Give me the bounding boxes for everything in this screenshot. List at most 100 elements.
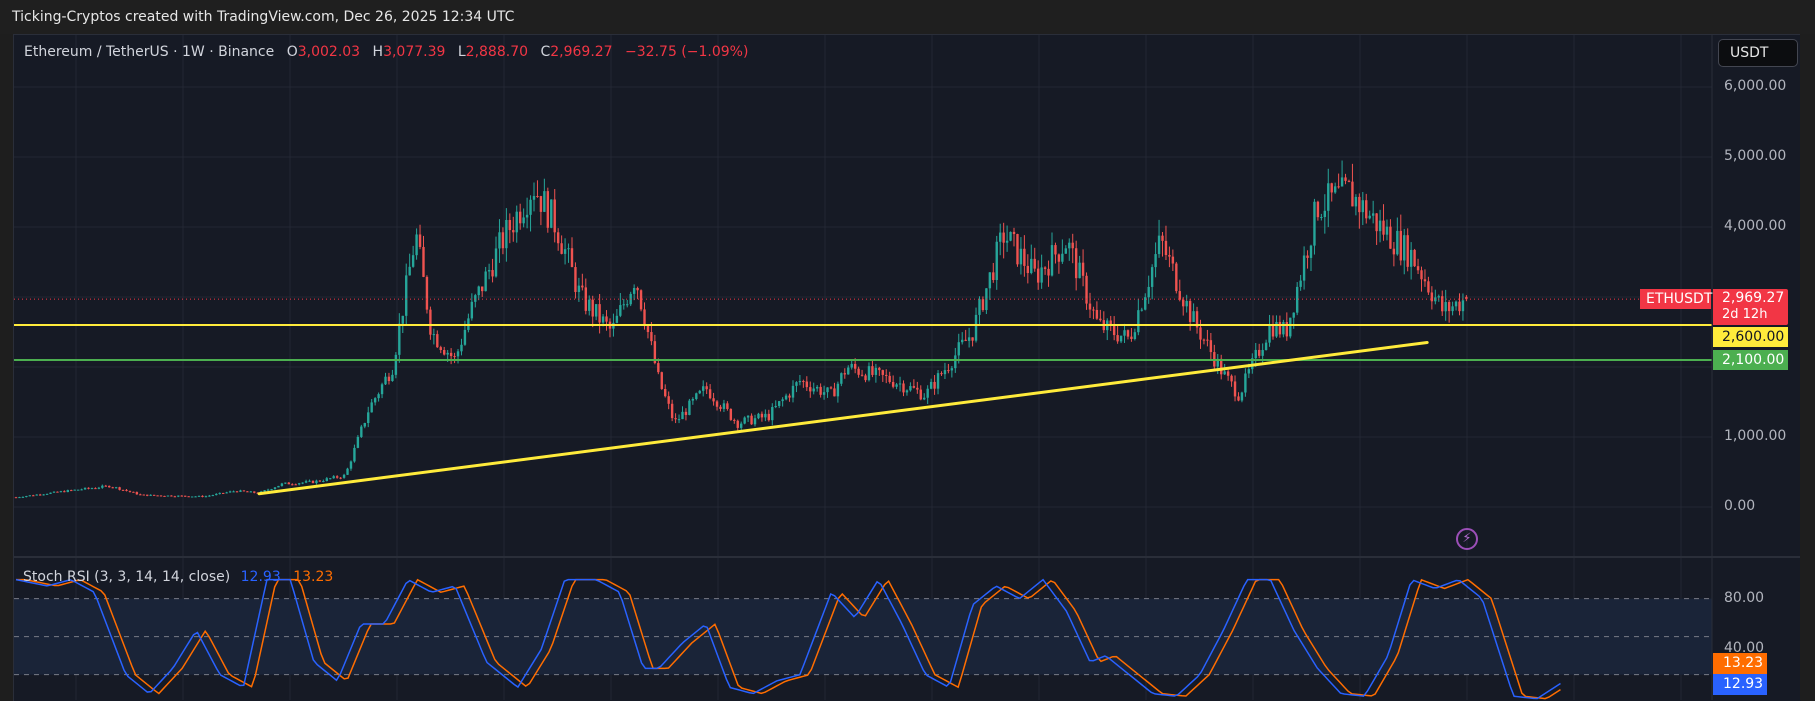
candle-body — [1403, 235, 1406, 261]
candle-body — [1375, 213, 1378, 232]
candle-body — [291, 484, 294, 486]
candle-body — [487, 270, 491, 272]
candle-body — [263, 490, 266, 492]
candle-body — [567, 248, 570, 250]
candle-body — [187, 496, 190, 498]
top-caption-bar: Ticking-Cryptos created with TradingView… — [0, 0, 1815, 34]
candle-body — [360, 426, 363, 437]
candle-body — [318, 480, 322, 482]
candle-body — [1454, 301, 1458, 307]
candle-body — [429, 309, 432, 335]
candle-body — [1202, 339, 1206, 341]
candle-body — [104, 485, 107, 487]
chart-caption: Ticking-Cryptos created with TradingView… — [12, 9, 515, 25]
candle-body — [936, 373, 940, 389]
candle-body — [743, 417, 746, 424]
candle-body — [1005, 240, 1009, 243]
candle-body — [1427, 281, 1430, 293]
candle-body — [674, 418, 677, 420]
stoch-k-value: 12.93 — [240, 569, 281, 585]
candle-body — [128, 490, 132, 492]
candle-body — [653, 341, 657, 364]
candle-body — [1306, 255, 1309, 258]
candle-body — [784, 395, 788, 400]
candle-body — [111, 487, 114, 489]
lightning-icon[interactable]: ⚡ — [1456, 528, 1478, 550]
candle-body — [28, 495, 32, 497]
candle-body — [339, 477, 342, 479]
candle-body — [1119, 335, 1123, 342]
bar-countdown: 2d 12h — [1722, 307, 1768, 322]
candle-body — [619, 305, 622, 316]
open-value: 3,002.03 — [297, 44, 361, 60]
candle-body — [1161, 235, 1164, 241]
candle-body — [532, 196, 536, 200]
candle-body — [798, 381, 802, 383]
candle-body — [1365, 200, 1368, 219]
candle-body — [1237, 396, 1240, 401]
candle-body — [308, 480, 311, 482]
candle-body — [1095, 309, 1099, 319]
candle-body — [166, 495, 170, 497]
candle-body — [815, 386, 819, 389]
candle-body — [232, 491, 235, 493]
candle-body — [101, 485, 104, 488]
candle-body — [322, 481, 325, 483]
candle-body — [643, 309, 646, 327]
candle-body — [746, 415, 750, 418]
candle-body — [170, 495, 173, 497]
candle-body — [881, 370, 884, 375]
candle-body — [1116, 335, 1119, 342]
candle-body — [411, 255, 415, 267]
candle-body — [591, 299, 594, 317]
candle-body — [1019, 248, 1023, 265]
candle-body — [677, 419, 681, 421]
candle-body — [311, 480, 315, 484]
candle-body — [1389, 226, 1392, 249]
candle-body — [332, 476, 335, 479]
candle-body — [1157, 235, 1161, 255]
candle-body — [702, 386, 705, 391]
candle-body — [1406, 235, 1409, 267]
candle-body — [926, 388, 929, 398]
low-label: L — [457, 44, 466, 60]
candle-body — [691, 399, 695, 401]
candle-body — [764, 413, 767, 418]
price-tick-1000: 1,000.00 — [1724, 428, 1787, 444]
candle-body — [529, 199, 532, 215]
candle-body — [38, 494, 42, 496]
candle-body — [315, 480, 318, 484]
candle-body — [1340, 177, 1344, 187]
candle-body — [1064, 248, 1068, 254]
candle-body — [688, 400, 691, 415]
candle-body — [277, 485, 280, 488]
candle-body — [1399, 230, 1402, 261]
candle-body — [1209, 340, 1213, 353]
candle-body — [1081, 262, 1085, 276]
currency-unit-button[interactable]: USDT — [1718, 39, 1798, 67]
candle-body — [1254, 349, 1257, 359]
candle-body — [422, 246, 425, 277]
candle-body — [1344, 177, 1347, 181]
candle-body — [781, 399, 784, 402]
candle-body — [826, 387, 829, 393]
candle-body — [474, 295, 477, 302]
candle-body — [484, 271, 487, 292]
candle-body — [584, 287, 587, 311]
candle-body — [125, 489, 128, 491]
candle-body — [35, 494, 38, 496]
candle-body — [1026, 265, 1030, 274]
candle-body — [270, 489, 273, 491]
candle-body — [1451, 306, 1454, 312]
candle-body — [753, 418, 757, 425]
stoch-d-tag: 13.23 — [1713, 653, 1767, 674]
candle-body — [812, 388, 815, 392]
candle-body — [463, 329, 467, 345]
candle-body — [83, 487, 87, 490]
candle-body — [1085, 275, 1088, 304]
candle-body — [1434, 297, 1437, 302]
candle-body — [387, 376, 391, 382]
candle-body — [1327, 183, 1330, 211]
candle-body — [550, 199, 553, 228]
